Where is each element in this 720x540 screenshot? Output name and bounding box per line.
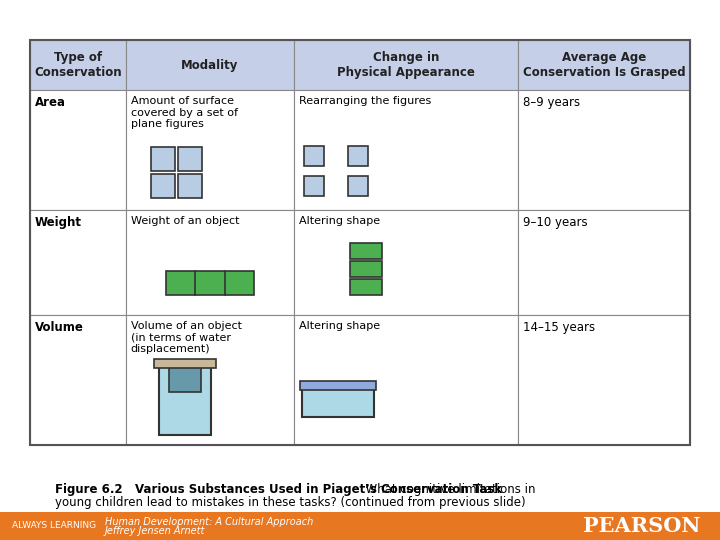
Bar	[348, 176, 368, 196]
Bar	[518, 40, 690, 90]
Bar	[294, 315, 518, 445]
Bar	[518, 315, 690, 445]
Bar	[154, 359, 216, 368]
Text: PEARSON: PEARSON	[582, 516, 700, 536]
Bar	[30, 210, 126, 315]
Text: Weight: Weight	[35, 216, 82, 229]
Text: Altering shape: Altering shape	[299, 321, 380, 331]
Text: Change in
Physical Appearance: Change in Physical Appearance	[337, 51, 475, 79]
Bar	[294, 210, 518, 315]
Bar	[169, 366, 202, 392]
Bar	[126, 315, 294, 445]
Text: 9–10 years: 9–10 years	[523, 216, 588, 229]
Bar	[30, 40, 690, 445]
Text: Jeffrey Jensen Arnett: Jeffrey Jensen Arnett	[105, 526, 205, 536]
Text: Amount of surface
covered by a set of
plane figures: Amount of surface covered by a set of pl…	[131, 96, 238, 129]
Bar	[350, 243, 382, 259]
Text: 14–15 years: 14–15 years	[523, 321, 595, 334]
Text: Average Age
Conservation Is Grasped: Average Age Conservation Is Grasped	[523, 51, 685, 79]
Bar	[126, 210, 294, 315]
Text: Rearranging the figures: Rearranging the figures	[299, 96, 431, 106]
Bar	[350, 261, 382, 277]
Bar	[300, 381, 376, 390]
Text: Human Development: A Cultural Approach: Human Development: A Cultural Approach	[105, 517, 313, 527]
Text: ALWAYS LEARNING: ALWAYS LEARNING	[12, 522, 96, 530]
Text: What cognitive limitations in: What cognitive limitations in	[358, 483, 536, 496]
Text: Figure 6.2   Various Substances Used in Piaget’s Conservation Task: Figure 6.2 Various Substances Used in Pi…	[55, 483, 502, 496]
Text: Weight of an object: Weight of an object	[131, 216, 239, 226]
Bar	[304, 146, 324, 166]
Text: young children lead to mistakes in these tasks? (continued from previous slide): young children lead to mistakes in these…	[55, 496, 526, 509]
Bar	[126, 90, 294, 210]
Text: 8–9 years: 8–9 years	[523, 96, 580, 109]
Text: Volume of an object
(in terms of water
displacement): Volume of an object (in terms of water d…	[131, 321, 242, 354]
Bar	[0, 512, 720, 540]
Bar	[294, 90, 518, 210]
Bar	[151, 174, 175, 198]
Bar	[30, 90, 126, 210]
Text: Type of
Conservation: Type of Conservation	[34, 51, 122, 79]
Bar	[159, 363, 212, 435]
Bar	[126, 40, 294, 90]
Text: Volume: Volume	[35, 321, 84, 334]
Bar	[178, 174, 202, 198]
Bar	[518, 90, 690, 210]
Bar	[348, 146, 368, 166]
Text: Modality: Modality	[181, 58, 238, 71]
Bar	[294, 40, 518, 90]
Bar	[178, 147, 202, 171]
Text: Altering shape: Altering shape	[299, 216, 380, 226]
Bar	[350, 279, 382, 295]
Text: Area: Area	[35, 96, 66, 109]
Bar	[30, 315, 126, 445]
Bar	[151, 147, 175, 171]
Bar	[302, 385, 374, 417]
Bar	[518, 210, 690, 315]
Bar	[166, 271, 254, 295]
Bar	[304, 176, 324, 196]
Bar	[30, 40, 126, 90]
